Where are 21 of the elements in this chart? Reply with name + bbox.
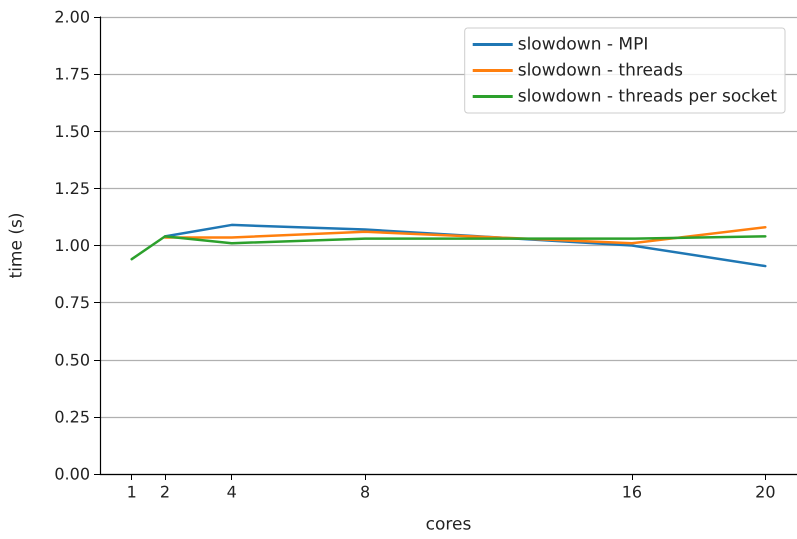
y-tick-label: 1.75 <box>54 64 90 84</box>
x-tick-label: 20 <box>755 482 776 502</box>
y-tick-label: 0.50 <box>54 350 90 370</box>
y-tick-label: 0.75 <box>54 293 90 312</box>
x-axis-title: cores <box>426 514 472 534</box>
x-tick-label: 2 <box>160 482 170 502</box>
x-tick-label: 8 <box>360 482 370 502</box>
legend-label: slowdown - threads <box>518 60 684 80</box>
y-tick-label: 1.25 <box>54 178 90 198</box>
x-tick-label: 1 <box>126 482 137 502</box>
legend-label: slowdown - threads per socket <box>518 86 778 106</box>
y-tick-label: 0.25 <box>54 407 90 426</box>
y-tick-label: 1.50 <box>54 122 90 141</box>
x-tick-label: 16 <box>622 482 642 502</box>
line-series <box>130 235 767 260</box>
x-tick-label: 4 <box>226 482 237 502</box>
y-axis-title: time (s) <box>6 212 26 278</box>
y-tick-label: 2.00 <box>54 8 90 26</box>
legend-label: slowdown - MPI <box>518 34 648 54</box>
y-tick-label: 0.00 <box>54 464 90 484</box>
y-tick-label: 1.00 <box>54 236 90 255</box>
